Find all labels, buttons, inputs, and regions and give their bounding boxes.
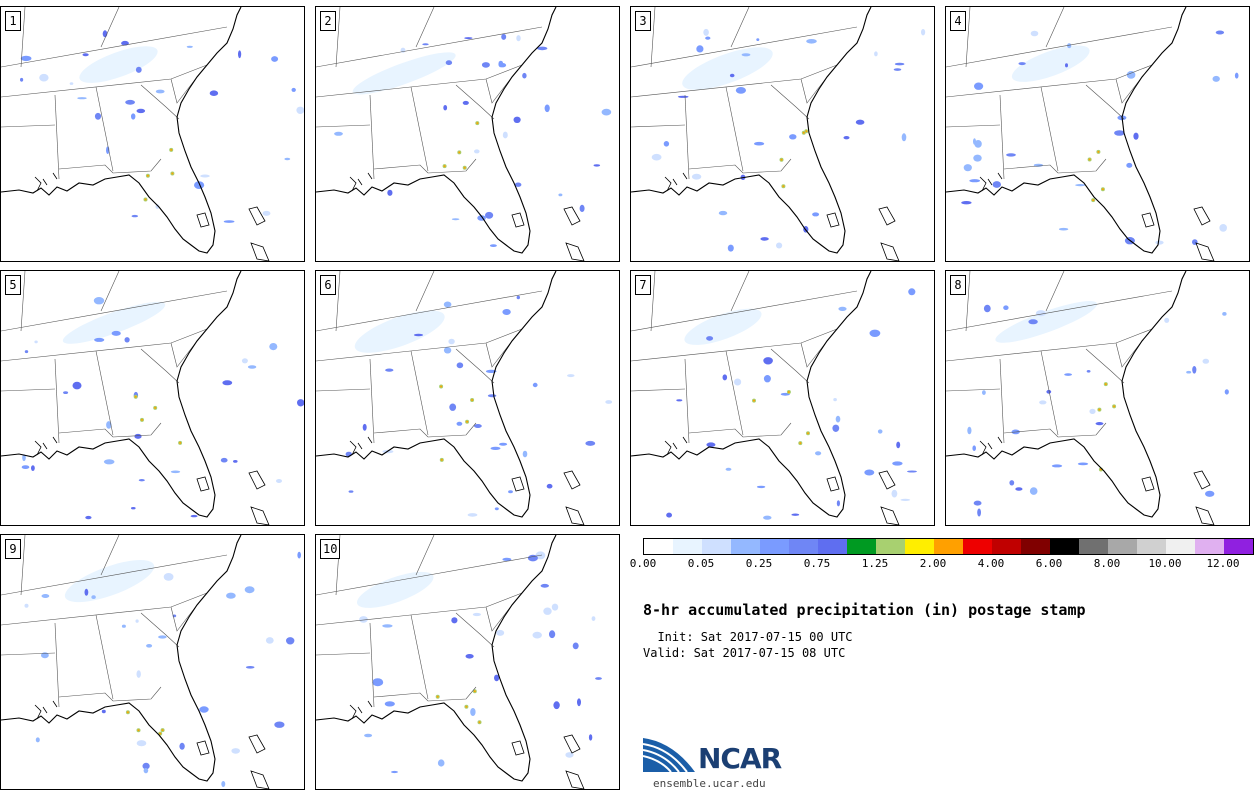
ensemble-member-panel[interactable]: 9 xyxy=(0,534,305,790)
logo-url: ensemble.ucar.edu xyxy=(653,777,766,790)
colorbar-tick-label: 12.00 xyxy=(1206,557,1240,570)
ensemble-member-panel[interactable]: 5 xyxy=(0,270,305,526)
member-number-label: 8 xyxy=(950,275,966,295)
colorbar-tick-label: 8.00 xyxy=(1093,557,1121,570)
logo-text: NCAR xyxy=(698,742,782,775)
colorbar-cell xyxy=(818,539,847,554)
colorbar-tick-label: 2.00 xyxy=(919,557,947,570)
member-number-label: 1 xyxy=(5,11,21,31)
member-number-label: 10 xyxy=(320,539,341,559)
colorbar-cell xyxy=(905,539,934,554)
ensemble-member-panel[interactable]: 1 xyxy=(0,6,305,262)
member-number-label: 6 xyxy=(320,275,336,295)
precip-map xyxy=(1,7,304,261)
ensemble-member-panel[interactable]: 7 xyxy=(630,270,935,526)
colorbar-cell xyxy=(1137,539,1166,554)
colorbar-cell xyxy=(789,539,818,554)
colorbar-cell xyxy=(934,539,963,554)
colorbar-tick-label: 0.25 xyxy=(745,557,773,570)
chart-title: 8-hr accumulated precipitation (in) post… xyxy=(643,601,1086,619)
colorbar-tick-label: 10.00 xyxy=(1148,557,1182,570)
colorbar-cell xyxy=(760,539,789,554)
ncar-logo-icon xyxy=(643,738,695,773)
init-time: Init: Sat 2017-07-15 00 UTC xyxy=(643,630,853,644)
colorbar-cell xyxy=(876,539,905,554)
colorbar-cell xyxy=(644,539,673,554)
ensemble-member-panel[interactable]: 6 xyxy=(315,270,620,526)
colorbar-cell xyxy=(963,539,992,554)
member-number-label: 5 xyxy=(5,275,21,295)
colorbar-cell xyxy=(1108,539,1137,554)
colorbar-cell xyxy=(702,539,731,554)
precip-map xyxy=(1,535,302,789)
member-number-label: 9 xyxy=(5,539,21,559)
ensemble-member-panel[interactable]: 4 xyxy=(945,6,1250,262)
colorbar-cell xyxy=(1195,539,1224,554)
member-number-label: 4 xyxy=(950,11,966,31)
colorbar-cell xyxy=(1021,539,1050,554)
ensemble-member-panel[interactable]: 8 xyxy=(945,270,1250,526)
precip-map xyxy=(946,271,1229,525)
colorbar-tick-label: 1.25 xyxy=(861,557,889,570)
precip-map xyxy=(316,271,613,525)
colorbar-cell xyxy=(847,539,876,554)
colorbar-tick-label: 0.75 xyxy=(803,557,831,570)
precip-map xyxy=(1,271,304,525)
member-number-label: 7 xyxy=(635,275,651,295)
precip-map xyxy=(946,7,1239,261)
colorbar-tick-label: 4.00 xyxy=(977,557,1005,570)
colorbar-cell xyxy=(673,539,702,554)
ensemble-member-panel[interactable]: 10 xyxy=(315,534,620,790)
precip-map xyxy=(631,271,917,525)
colorbar-cell xyxy=(992,539,1021,554)
colorbar-tick-label: 0.05 xyxy=(687,557,715,570)
precip-colorbar xyxy=(643,538,1254,555)
colorbar-cell xyxy=(1050,539,1079,554)
precip-map xyxy=(631,7,926,261)
colorbar-tick-label: 0.00 xyxy=(629,557,657,570)
colorbar-cell xyxy=(1079,539,1108,554)
precip-map xyxy=(316,535,602,789)
colorbar-cell xyxy=(1166,539,1195,554)
precip-map xyxy=(316,7,612,261)
member-number-label: 3 xyxy=(635,11,651,31)
member-number-label: 2 xyxy=(320,11,336,31)
colorbar-cell xyxy=(1224,539,1253,554)
ensemble-member-panel[interactable]: 3 xyxy=(630,6,935,262)
ensemble-member-panel[interactable]: 2 xyxy=(315,6,620,262)
valid-time: Valid: Sat 2017-07-15 08 UTC xyxy=(643,646,846,660)
colorbar-cell xyxy=(731,539,760,554)
colorbar-tick-label: 6.00 xyxy=(1035,557,1063,570)
